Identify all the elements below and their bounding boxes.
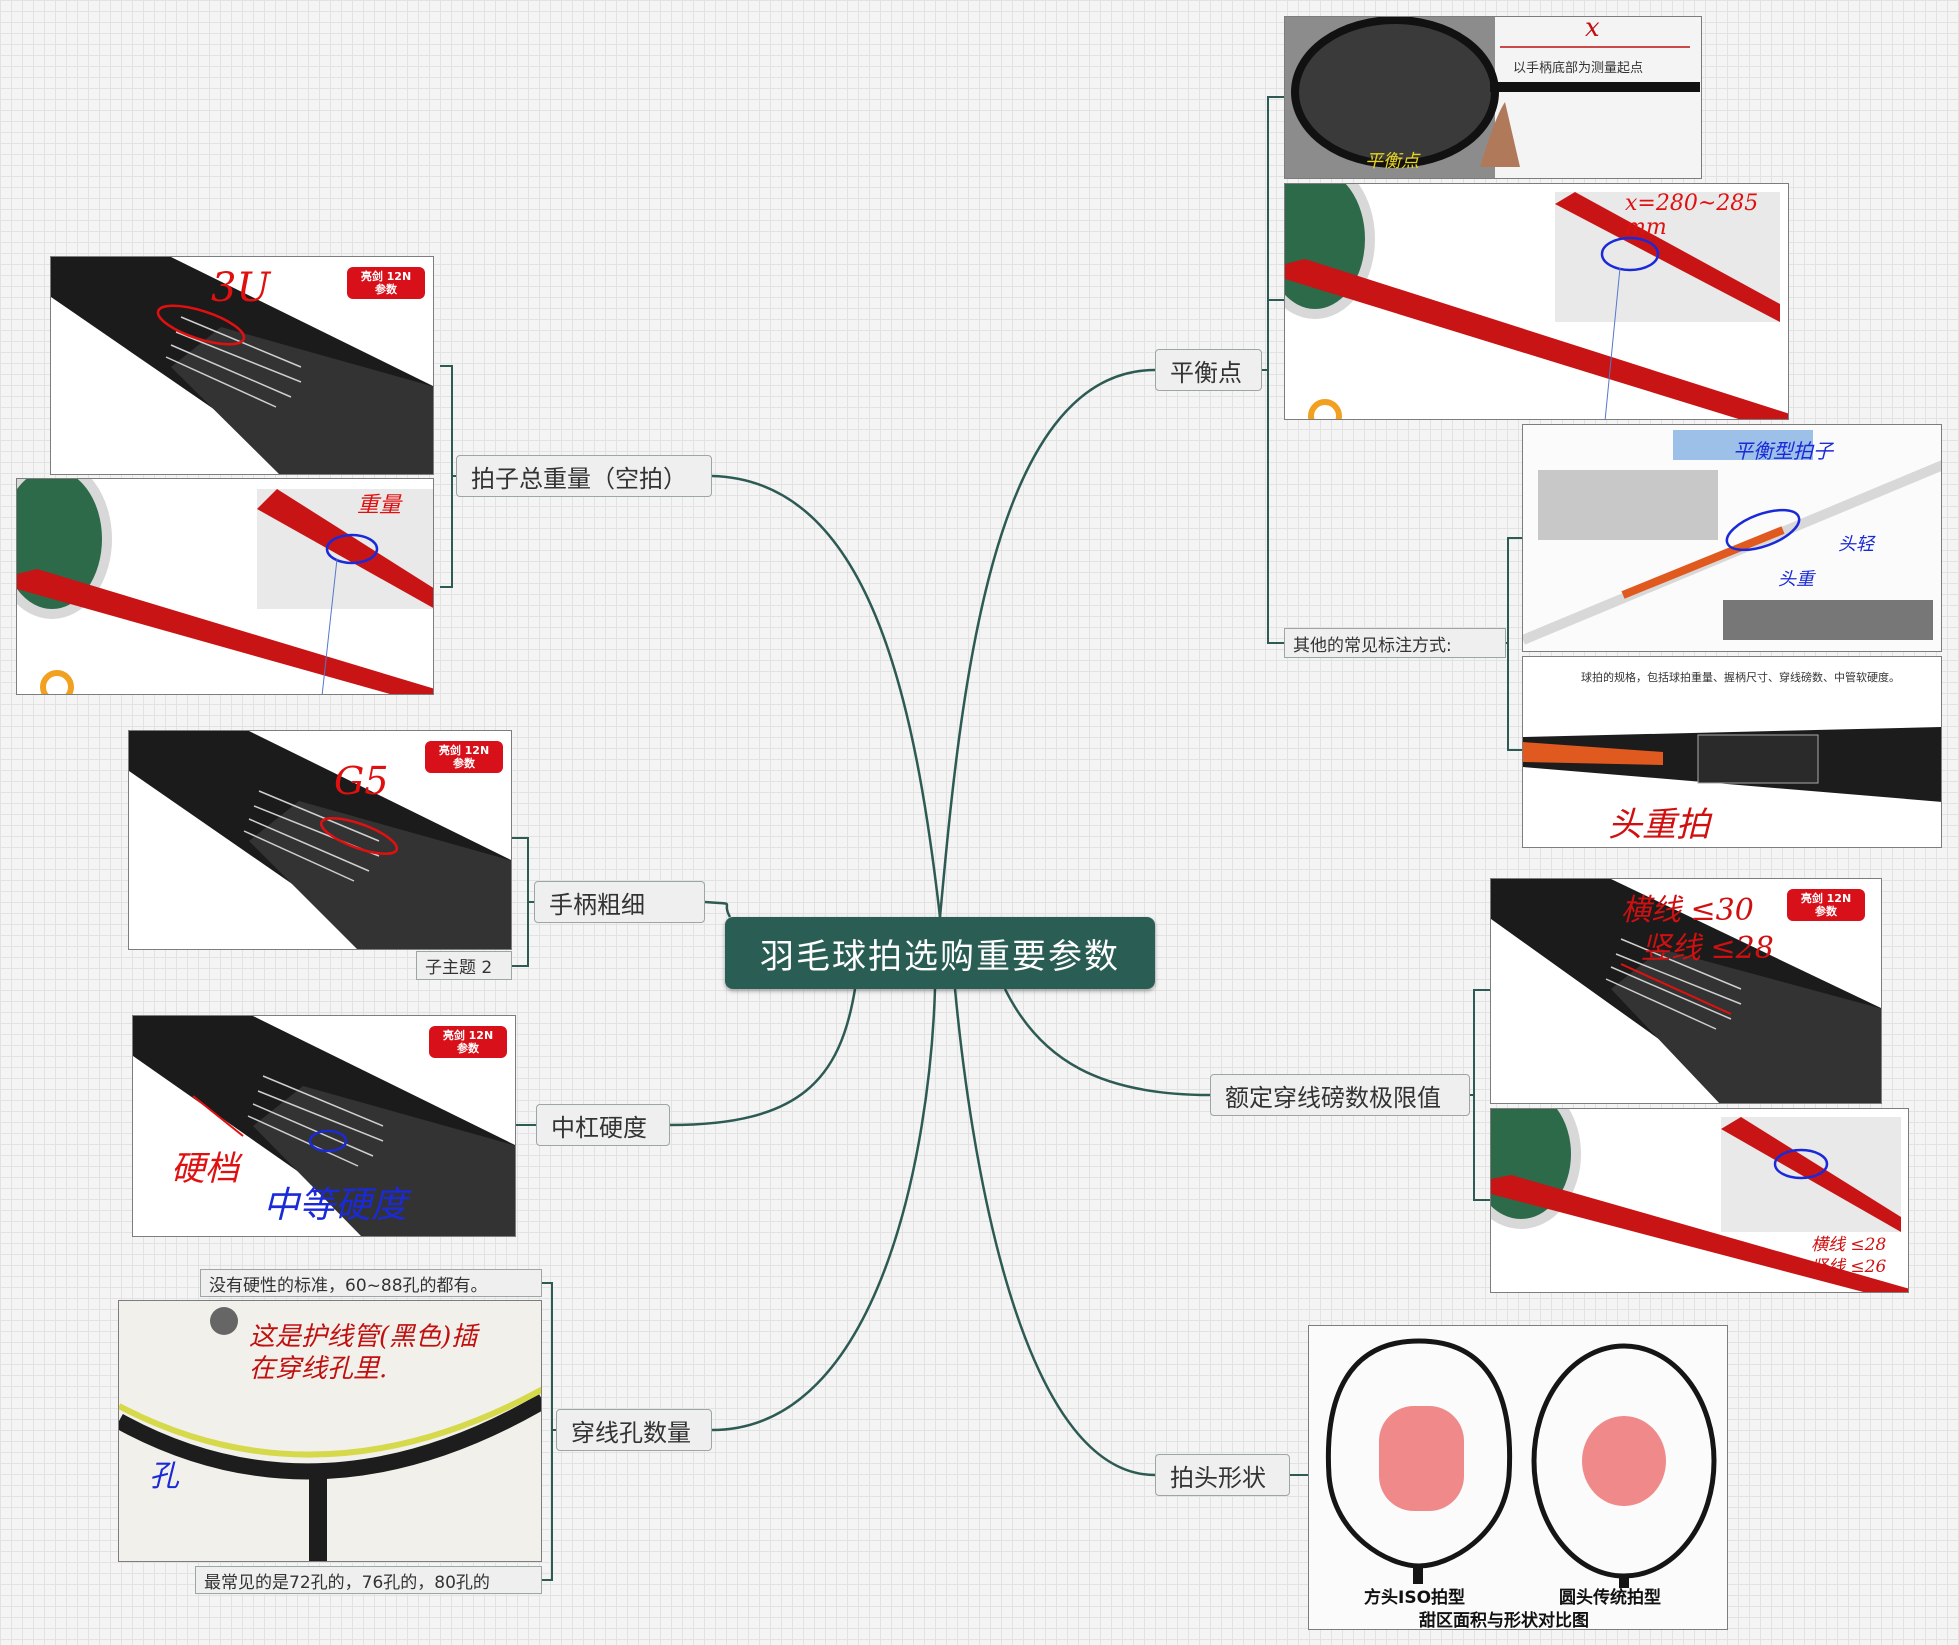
balance-other-notation[interactable]: 其他的常见标注方式: [1284, 628, 1506, 658]
shaft-handwriting-2: 中等硬度 [263, 1185, 408, 1226]
shaft-handwriting-1: 硬档 [171, 1149, 239, 1189]
head-label-traditional: 圆头传统拍型 [1559, 1588, 1661, 1608]
spec-handwriting: 头重拍 [1608, 805, 1710, 845]
weight-spec-photo: 亮剑 12N 参数 3U [50, 256, 434, 475]
weight-handwriting: 3U [211, 265, 271, 311]
tension-handwriting-1: 横线 ≤30 [1621, 893, 1754, 928]
spec-badge: 亮剑 12N 参数 [1787, 889, 1865, 921]
balance-notation-photo: 平衡型拍子 头重 头轻 [1522, 424, 1942, 652]
holes-handwriting: 这是护线管(黑色)插 在穿线孔里. [249, 1322, 478, 1384]
balance-handwriting-2: x=280~285 mm [1625, 191, 1759, 240]
holes-handwriting-2: 孔 [149, 1459, 179, 1494]
balance-caption: 以手柄底部为测量起点 [1513, 61, 1644, 76]
head-shape-comparison-photo: 方头ISO拍型 圆头传统拍型 甜区面积与形状对比图 [1308, 1325, 1728, 1630]
spec-badge: 亮剑 12N 参数 [425, 741, 503, 773]
balance-x-label: x [1585, 16, 1600, 43]
spec-notation-photo: 球拍的规格，包括球拍重量、握柄尺寸、穿线磅数、中管软硬度。 头重拍 [1522, 656, 1942, 848]
tension-handwriting-2: 竖线 ≤28 [1641, 931, 1774, 966]
subtopic-2[interactable]: 子主题 2 [416, 951, 512, 980]
branch-string-holes[interactable]: 穿线孔数量 [556, 1409, 712, 1451]
branch-grip[interactable]: 手柄粗细 [534, 881, 705, 923]
other-handwriting-2: 头重 [1778, 569, 1814, 590]
head-caption: 甜区面积与形状对比图 [1419, 1611, 1589, 1630]
weight-handwriting-2: 重量 [357, 493, 402, 518]
balance-measure-photo: x 以手柄底部为测量起点 平衡点 [1284, 16, 1702, 179]
branch-head-shape[interactable]: 拍头形状 [1155, 1454, 1290, 1496]
grip-handwriting: G5 [334, 759, 389, 803]
spec-badge: 亮剑 12N 参数 [347, 267, 425, 299]
tension-racket-photo: 横线 ≤28 竖线 ≤26 [1490, 1108, 1909, 1293]
spec-caption: 球拍的规格，包括球拍重量、握柄尺寸、穿线磅数、中管软硬度。 [1581, 671, 1900, 684]
balance-handwriting: 平衡点 [1365, 151, 1419, 172]
branch-shaft-stiffness[interactable]: 中杠硬度 [536, 1104, 670, 1146]
branch-weight[interactable]: 拍子总重量（空拍） [456, 455, 712, 497]
grip-spec-photo: 亮剑 12N 参数 G5 [128, 730, 512, 950]
tension-handwriting-3: 横线 ≤28 竖线 ≤26 [1811, 1235, 1887, 1277]
shaft-spec-photo: 亮剑 12N 参数 硬档 中等硬度 [132, 1015, 516, 1237]
tension-spec-photo: 亮剑 12N 参数 横线 ≤30 竖线 ≤28 [1490, 878, 1882, 1104]
other-handwriting-1: 平衡型拍子 [1733, 439, 1833, 463]
holes-note-standard[interactable]: 没有硬性的标准，60~88孔的都有。 [200, 1269, 542, 1297]
branch-string-tension[interactable]: 额定穿线磅数极限值 [1210, 1074, 1470, 1116]
spec-badge: 亮剑 12N 参数 [429, 1026, 507, 1058]
other-handwriting-3: 头轻 [1838, 534, 1874, 555]
central-topic[interactable]: 羽毛球拍选购重要参数 [725, 917, 1155, 989]
head-label-iso: 方头ISO拍型 [1364, 1588, 1466, 1608]
branch-balance-point[interactable]: 平衡点 [1155, 349, 1262, 391]
holes-note-common[interactable]: 最常见的是72孔的，76孔的，80孔的 [195, 1566, 542, 1594]
weight-racket-photo: 重量 [16, 478, 434, 695]
balance-racket-photo: x=280~285 mm [1284, 183, 1789, 420]
string-holes-photo: 这是护线管(黑色)插 在穿线孔里. 孔 [118, 1300, 542, 1562]
